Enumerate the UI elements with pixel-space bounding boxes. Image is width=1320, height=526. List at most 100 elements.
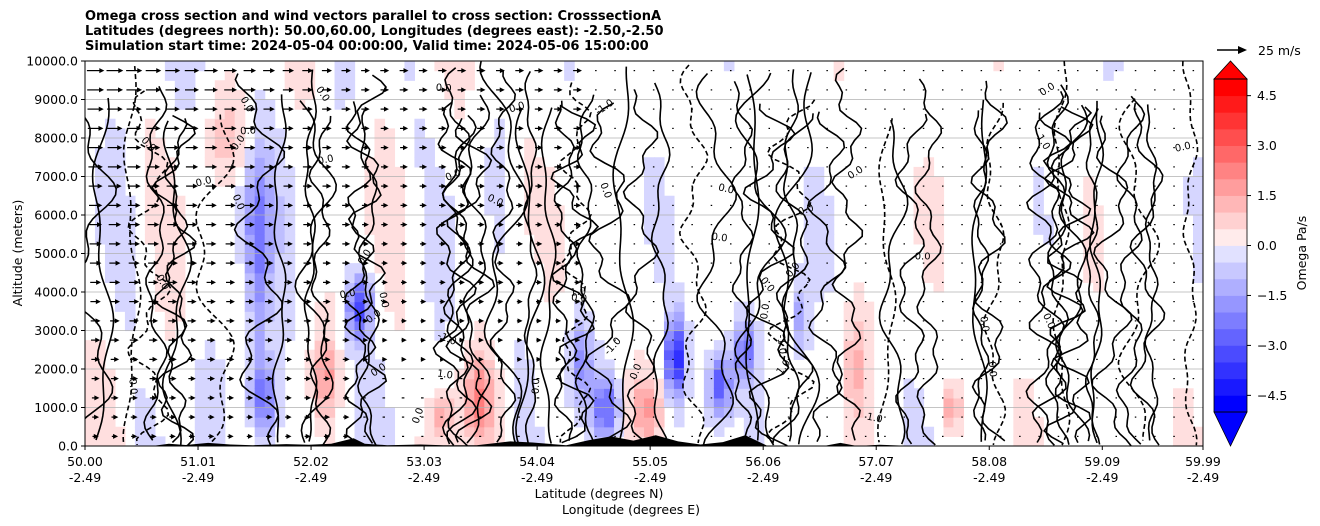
omega-cell	[364, 320, 376, 332]
omega-cell	[534, 186, 545, 197]
wind-vector-head	[209, 376, 215, 382]
wind-vector-head	[421, 260, 427, 266]
wind-vector-head	[230, 279, 236, 285]
omega-cell	[843, 388, 855, 399]
omega-cell	[424, 417, 435, 428]
omega-cell	[803, 330, 815, 341]
wind-vector-head	[156, 87, 162, 93]
omega-cell	[334, 80, 346, 91]
wind-vector-head	[499, 145, 505, 151]
omega-cell	[244, 205, 256, 216]
omega-cell	[234, 118, 246, 129]
contour-line	[781, 69, 800, 442]
wind-vector-head	[118, 68, 124, 74]
omega-cell	[254, 215, 266, 226]
omega-cell	[494, 417, 505, 428]
omega-cell	[733, 340, 745, 351]
omega-cell	[354, 272, 366, 283]
omega-cell	[913, 224, 925, 235]
wind-vector-head	[363, 299, 369, 305]
omega-cell	[244, 292, 256, 303]
omega-cell	[444, 388, 455, 399]
omega-cell	[214, 128, 226, 139]
omega-cell	[723, 417, 735, 428]
omega-cell	[594, 397, 605, 409]
omega-cell	[244, 282, 256, 293]
omega-cell	[274, 397, 286, 409]
omega-cell	[274, 369, 286, 380]
omega-cell	[324, 311, 336, 322]
wind-vector-head	[307, 164, 313, 170]
omega-cell	[564, 359, 575, 370]
omega-cell	[85, 436, 96, 446]
wind-vector-head	[382, 356, 388, 362]
omega-cell	[104, 224, 116, 235]
omega-cell	[204, 118, 216, 129]
omega-cell	[584, 320, 595, 332]
omega-cell	[464, 388, 475, 399]
omega-cell	[953, 426, 965, 437]
omega-cell	[104, 272, 116, 283]
omega-cell	[843, 436, 855, 446]
omega-cell	[434, 311, 445, 322]
omega-cell	[584, 359, 595, 370]
wind-vector-head	[117, 145, 123, 151]
omega-cell	[204, 349, 216, 360]
wind-vector-head	[441, 183, 447, 189]
wind-vector-head	[382, 318, 388, 324]
omega-cell	[484, 176, 495, 187]
wind-vector-head	[325, 299, 331, 305]
omega-cell	[444, 311, 455, 322]
omega-cell	[614, 407, 625, 418]
omega-cell	[953, 417, 965, 428]
omega-cell	[1093, 272, 1104, 283]
colorbar-level	[1214, 212, 1247, 230]
wind-vector-head	[383, 222, 389, 228]
wind-vector-head	[575, 337, 581, 343]
omega-cell	[594, 388, 605, 399]
wind-vector-head	[269, 183, 275, 189]
omega-cell	[154, 176, 166, 187]
omega-cell	[274, 186, 286, 197]
omega-cell	[584, 397, 595, 409]
wind-vector-head	[307, 87, 313, 93]
wind-vector-head	[230, 241, 236, 247]
omega-cell	[334, 70, 346, 81]
omega-cell	[284, 195, 296, 206]
omega-cell	[324, 436, 336, 446]
wind-vector-head	[440, 356, 446, 362]
wind-vector-head	[556, 202, 562, 208]
wind-vector-head	[305, 414, 311, 420]
omega-cell	[813, 166, 825, 178]
omega-cell	[923, 272, 935, 283]
omega-cell	[264, 320, 276, 332]
omega-cell	[274, 205, 286, 216]
omega-cell	[114, 301, 126, 312]
wind-vector-head	[363, 241, 369, 247]
omega-cell	[1013, 397, 1024, 409]
omega-cell	[574, 417, 585, 428]
omega-cell	[713, 388, 725, 399]
omega-cell	[254, 205, 266, 216]
wind-vector-head	[229, 318, 235, 324]
wind-vector-head	[576, 125, 582, 131]
wind-vector-head	[518, 183, 524, 189]
omega-cell	[863, 311, 875, 322]
omega-cell	[364, 378, 376, 389]
omega-cell	[1023, 388, 1034, 399]
omega-cell	[364, 186, 376, 197]
omega-cell	[274, 263, 286, 274]
omega-cell	[434, 388, 445, 399]
omega-cell	[364, 388, 376, 399]
omega-cell	[434, 397, 445, 409]
wind-vector-head	[306, 299, 312, 305]
wind-vector-head	[93, 433, 99, 439]
omega-cell	[384, 147, 396, 158]
omega-cell	[1183, 195, 1194, 206]
omega-cell	[204, 138, 216, 149]
omega-cell	[544, 215, 555, 226]
contour-label: 0.0	[977, 315, 990, 332]
omega-cell	[284, 205, 296, 216]
wind-vector-head	[498, 279, 504, 285]
